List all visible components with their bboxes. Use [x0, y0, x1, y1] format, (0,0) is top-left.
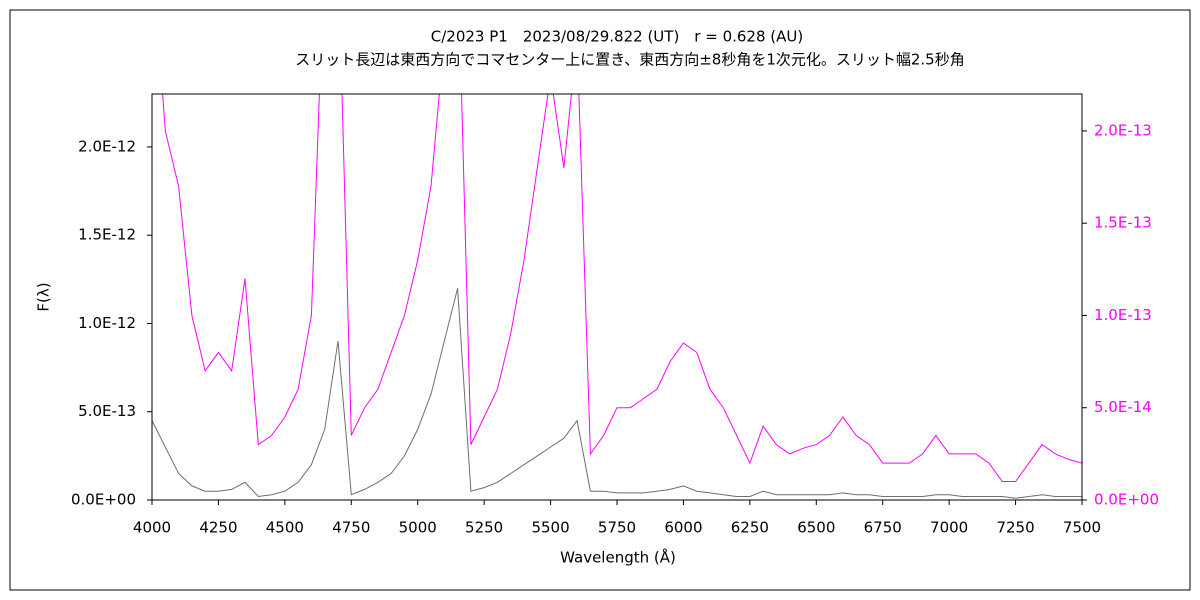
x-tick-label: 6250	[731, 519, 769, 537]
x-tick-label: 5250	[465, 519, 503, 537]
y2-tick-label: 1.0E-13	[1094, 306, 1152, 324]
x-tick-label: 7000	[930, 519, 968, 537]
series-line	[162, 94, 1082, 482]
x-tick-label: 5500	[531, 519, 569, 537]
x-tick-label: 4750	[332, 519, 370, 537]
series-group	[152, 94, 1082, 499]
x-tick-label: 4000	[133, 519, 171, 537]
x-tick-label: 4500	[266, 519, 304, 537]
y2-tick-label: 2.0E-13	[1094, 121, 1152, 139]
chart-title: C/2023 P1 2023/08/29.822 (UT) r = 0.628 …	[431, 28, 803, 46]
x-tick-label: 6750	[864, 519, 902, 537]
y2-tick-label: 5.0E-14	[1094, 398, 1152, 416]
series-line	[152, 288, 1082, 499]
plot-area	[152, 94, 1082, 499]
x-tick-label: 6500	[797, 519, 835, 537]
y2-tick-label: 1.5E-13	[1094, 214, 1152, 232]
x-tick-label: 7250	[996, 519, 1034, 537]
y-tick-label: 1.0E-12	[78, 314, 136, 332]
x-tick-label: 4250	[199, 519, 237, 537]
y-tick-label: 2.0E-12	[78, 137, 136, 155]
chart-frame	[9, 9, 1191, 591]
y-axis-label: F(λ)	[35, 282, 53, 311]
y-tick-label: 5.0E-13	[78, 402, 136, 420]
chart-subtitle: スリット長辺は東西方向でコマセンター上に置き、東西方向±8秒角を1次元化。スリッ…	[295, 51, 964, 69]
x-tick-label: 5000	[399, 519, 437, 537]
x-axis-label: Wavelength (Å)	[560, 548, 676, 567]
x-tick-label: 5750	[598, 519, 636, 537]
y-tick-label: 0.0E+00	[71, 491, 136, 509]
x-tick-label: 7500	[1063, 519, 1101, 537]
y-tick-label: 1.5E-12	[78, 226, 136, 244]
y2-tick-label: 0.0E+00	[1094, 491, 1159, 509]
x-tick-label: 6000	[664, 519, 702, 537]
